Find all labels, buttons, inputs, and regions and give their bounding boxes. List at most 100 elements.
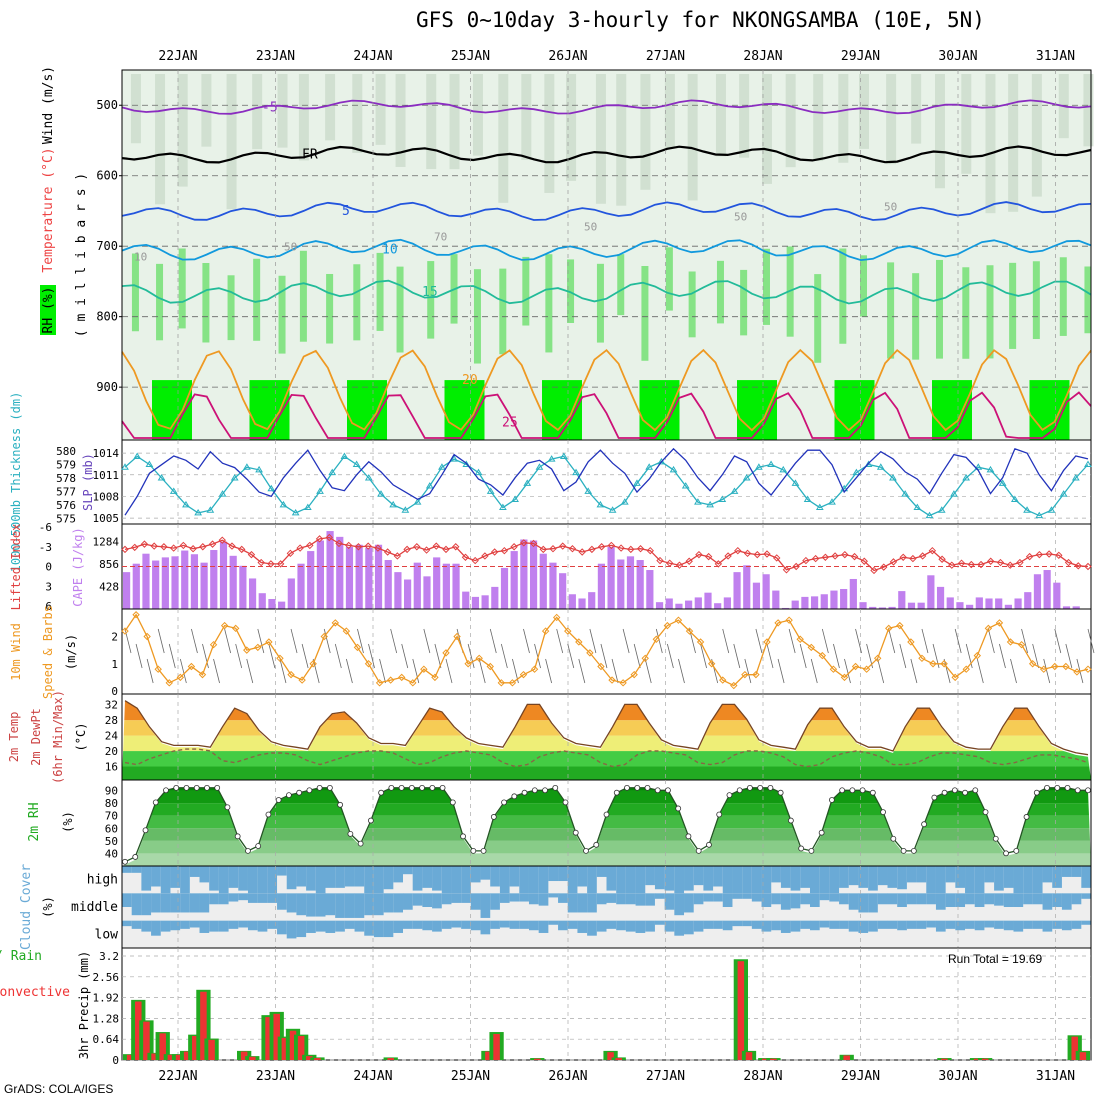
wind-barb bbox=[246, 658, 254, 684]
cloud-bar bbox=[247, 920, 259, 931]
cloud-empty bbox=[228, 893, 239, 921]
cloud-bar bbox=[800, 893, 811, 905]
cloud-empty bbox=[528, 920, 540, 948]
cloud-bar bbox=[519, 893, 530, 902]
rh2m-axis-unit: (%) bbox=[61, 811, 75, 833]
rh2m-marker bbox=[982, 809, 989, 815]
cloud-bar bbox=[645, 866, 656, 886]
cape-bar bbox=[384, 560, 392, 609]
cloud-bar bbox=[441, 893, 452, 905]
thickness-marker bbox=[706, 500, 714, 508]
rh2m-marker bbox=[685, 833, 692, 840]
thickness-marker bbox=[584, 487, 593, 494]
cloud-empty bbox=[984, 920, 995, 948]
lifted-index-marker bbox=[238, 545, 246, 554]
lifted-index-marker bbox=[1016, 558, 1024, 567]
cloud-empty bbox=[558, 920, 569, 948]
thickness-marker bbox=[425, 482, 434, 489]
date-label-top: 27JAN bbox=[646, 49, 685, 64]
wind-barb bbox=[589, 628, 597, 654]
cloud-bar bbox=[819, 893, 830, 901]
wind-speed-marker bbox=[320, 632, 328, 641]
temperature-tick-label: 16 bbox=[105, 760, 118, 773]
rh2m-marker bbox=[142, 827, 149, 834]
wind-barb bbox=[202, 643, 209, 669]
cloud-bar bbox=[490, 866, 501, 887]
lifted-index-marker bbox=[714, 560, 723, 568]
wind-speed-marker bbox=[785, 616, 793, 624]
wind-speed-marker bbox=[663, 621, 672, 630]
cloud-bar bbox=[945, 866, 956, 883]
lifted-index-marker bbox=[831, 552, 839, 560]
cloud-bar bbox=[829, 866, 840, 894]
cloud-empty bbox=[858, 920, 869, 948]
lifted-index-marker bbox=[870, 566, 878, 575]
rh-shade-green bbox=[887, 262, 895, 359]
date-label-bottom: 30JAN bbox=[938, 1069, 977, 1084]
lifted-index-marker bbox=[199, 543, 207, 551]
wind-barb bbox=[777, 658, 785, 684]
wind-barb bbox=[567, 643, 575, 669]
cloud-empty bbox=[761, 920, 772, 948]
lifted-index-marker bbox=[1045, 550, 1053, 558]
lifted-index-marker bbox=[880, 563, 888, 571]
cloud-bar bbox=[625, 920, 637, 932]
cloud-bar bbox=[984, 893, 995, 905]
rh2m-marker bbox=[757, 784, 764, 791]
cloud-bar bbox=[926, 866, 937, 894]
lifted-axis-label: Lifted Index bbox=[9, 524, 23, 611]
wind-barb bbox=[168, 643, 176, 669]
cloud-empty bbox=[199, 920, 210, 948]
cape-bar bbox=[278, 601, 286, 609]
cloud-empty bbox=[470, 920, 482, 948]
rh-shade-upper bbox=[961, 74, 972, 174]
cloud-bar bbox=[587, 893, 598, 913]
cloud-bar bbox=[131, 920, 142, 929]
rh2m-marker bbox=[470, 847, 477, 854]
rh-shade-upper bbox=[616, 74, 627, 206]
precip-conv-bar bbox=[273, 1013, 280, 1060]
rh2m-marker bbox=[726, 792, 733, 799]
rh2m-marker bbox=[1064, 784, 1071, 791]
cloud-bar bbox=[267, 893, 278, 903]
cloud-empty bbox=[742, 920, 753, 948]
cloud-empty bbox=[558, 893, 569, 921]
rh-shade-green bbox=[545, 254, 553, 353]
rh-shade-upper bbox=[739, 74, 750, 158]
date-label-bottom: 28JAN bbox=[743, 1069, 782, 1084]
cloud-bar bbox=[965, 920, 976, 929]
cloud-bar bbox=[238, 920, 249, 928]
thickness-marker bbox=[937, 506, 946, 513]
cloud-bar bbox=[1052, 893, 1063, 907]
cloud-bar bbox=[1042, 893, 1053, 910]
cloud-empty bbox=[499, 893, 511, 921]
cloud-bar bbox=[684, 893, 695, 913]
cape-bar bbox=[617, 559, 625, 609]
cape-bar bbox=[995, 598, 1003, 609]
lifted-index-marker bbox=[773, 554, 781, 562]
cloud-bar bbox=[228, 920, 239, 929]
cloud-empty bbox=[897, 920, 908, 948]
lifted-index-marker bbox=[354, 543, 363, 551]
lifted-index-marker bbox=[179, 541, 188, 550]
rh2m-marker bbox=[388, 784, 395, 791]
lifted-index-marker bbox=[850, 552, 859, 561]
isotherm-label: 15 bbox=[422, 285, 438, 300]
rh-shade-green bbox=[202, 263, 210, 343]
cloud-bar bbox=[800, 866, 811, 888]
cloud-bar bbox=[664, 920, 675, 932]
lifted-index-marker bbox=[996, 558, 1005, 567]
cloud-bar bbox=[403, 893, 414, 910]
wind-barb bbox=[257, 628, 265, 654]
rh-shade-green bbox=[567, 259, 575, 324]
cloud-empty bbox=[247, 893, 259, 921]
cape-bar bbox=[181, 550, 189, 609]
thickness-marker bbox=[803, 495, 812, 502]
cloud-bar bbox=[1042, 866, 1053, 883]
rh2m-marker bbox=[1033, 789, 1040, 796]
cloud-bar bbox=[180, 866, 191, 894]
cloud-bar bbox=[141, 920, 152, 932]
cloud-bar bbox=[238, 893, 249, 901]
cloud-empty bbox=[732, 920, 743, 948]
